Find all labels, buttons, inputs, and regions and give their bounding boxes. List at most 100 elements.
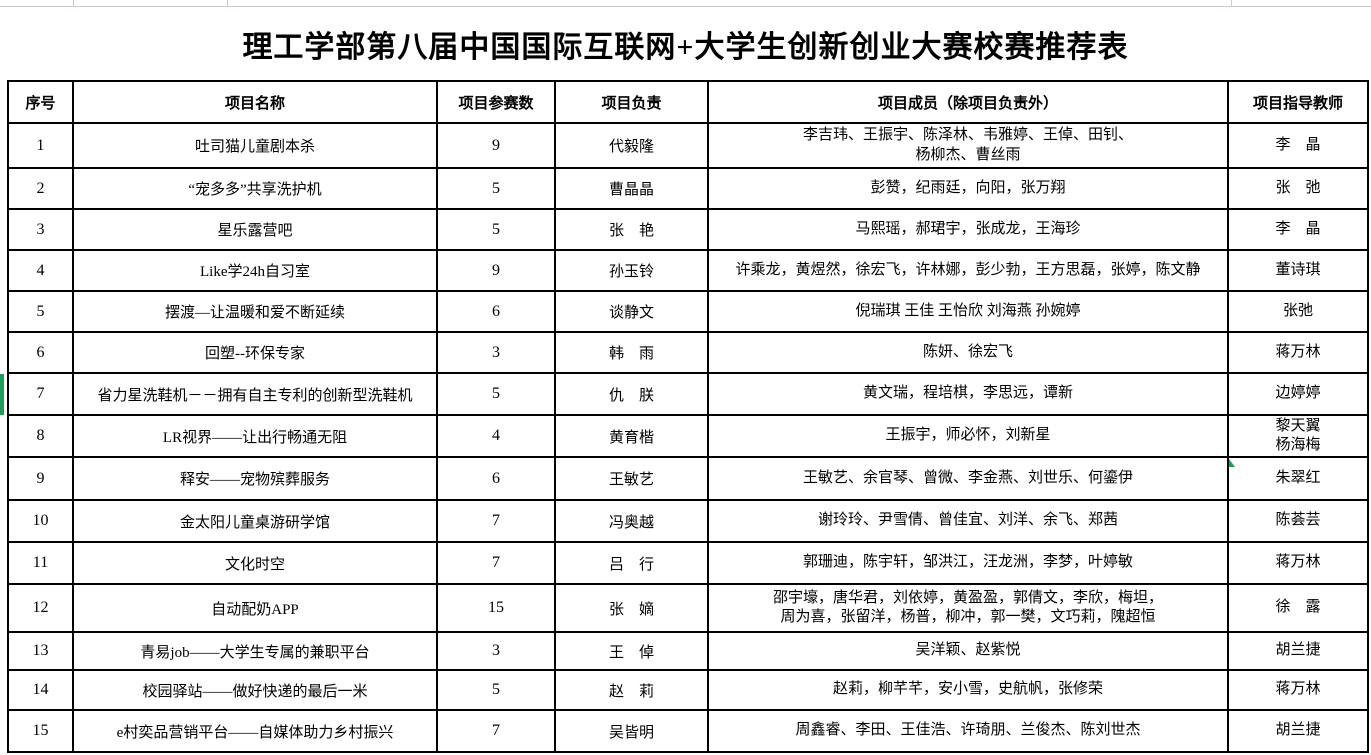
- cell-participant-count[interactable]: 7: [436, 499, 556, 543]
- table-row: 15 e村奕品营销平台——自媒体助力乡村振兴 7 吴皆明 周鑫睿、李田、王佳浩、…: [7, 709, 1369, 753]
- cell-project-name[interactable]: 文化时空: [72, 541, 438, 585]
- cell-project-name[interactable]: 校园驿站——做好快递的最后一米: [72, 669, 438, 711]
- cell-teacher[interactable]: 朱翠红: [1227, 456, 1369, 501]
- cell-no[interactable]: 10: [7, 499, 74, 543]
- cell-members[interactable]: 陈妍、徐宏飞: [707, 331, 1229, 374]
- cell-participant-count[interactable]: 9: [436, 249, 556, 292]
- cell-teacher[interactable]: 董诗琪: [1227, 249, 1369, 292]
- cell-members[interactable]: 倪瑞琪 王佳 王怡欣 刘海燕 孙婉婷: [707, 290, 1229, 333]
- cell-leader[interactable]: 谈静文: [554, 290, 709, 333]
- cell-leader[interactable]: 代毅隆: [554, 122, 709, 169]
- title-cell[interactable]: 理工学部第八届中国国际互联网+大学生创新创业大赛校赛推荐表: [0, 7, 1371, 80]
- cell-leader[interactable]: 王敏艺: [554, 456, 709, 501]
- cell-teacher[interactable]: 胡兰捷: [1227, 631, 1369, 671]
- cell-leader[interactable]: 吕 行: [554, 541, 709, 585]
- cell-project-name[interactable]: 释安——宠物殡葬服务: [72, 456, 438, 501]
- cell-project-name[interactable]: 吐司猫儿童剧本杀: [72, 122, 438, 169]
- cell-members[interactable]: 郭珊迪，陈宇轩，邹洪江，汪龙洲，李梦，叶婷敏: [707, 541, 1229, 585]
- cell-project-name[interactable]: “宠多多”共享洗护机: [72, 167, 438, 210]
- cell-teacher[interactable]: 蒋万林: [1227, 331, 1369, 374]
- cell-teacher[interactable]: 徐 露: [1227, 583, 1369, 633]
- cell-members[interactable]: 谢玲玲、尹雪倩、曾佳宜、刘洋、余飞、郑茜: [707, 499, 1229, 543]
- col-header-participant-count[interactable]: 项目参赛数: [436, 80, 556, 124]
- cell-teacher[interactable]: 胡兰捷: [1227, 709, 1369, 753]
- cell-leader[interactable]: 张 艳: [554, 208, 709, 251]
- cell-project-name[interactable]: 回塑--环保专家: [72, 331, 438, 374]
- cell-leader[interactable]: 仇 朕: [554, 372, 709, 416]
- cell-members[interactable]: 赵莉，柳芊芊，安小雪，史航帆，张修荣: [707, 669, 1229, 711]
- cell-no[interactable]: 3: [7, 208, 74, 251]
- cell-teacher[interactable]: 张 弛: [1227, 167, 1369, 210]
- header-row: 序号 项目名称 项目参赛数 项目负责 项目成员（除项目负责外） 项目指导教师: [7, 80, 1369, 124]
- cell-no[interactable]: 9: [7, 456, 74, 501]
- cell-project-name[interactable]: 星乐露营吧: [72, 208, 438, 251]
- cell-teacher[interactable]: 黎天翼 杨海梅: [1227, 414, 1369, 458]
- cell-no[interactable]: 2: [7, 167, 74, 210]
- cell-no[interactable]: 5: [7, 290, 74, 333]
- cell-participant-count[interactable]: 6: [436, 456, 556, 501]
- gridline-tick: [227, 0, 228, 6]
- cell-leader[interactable]: 王 倬: [554, 631, 709, 671]
- cell-members[interactable]: 马熙瑶，郝珺宇，张成龙，王海珍: [707, 208, 1229, 251]
- col-header-leader[interactable]: 项目负责: [554, 80, 709, 124]
- cell-participant-count[interactable]: 4: [436, 414, 556, 458]
- cell-members[interactable]: 王振宇，师必怀，刘新星: [707, 414, 1229, 458]
- cell-leader[interactable]: 张 嫡: [554, 583, 709, 633]
- cell-no[interactable]: 6: [7, 331, 74, 374]
- cell-members[interactable]: 彭赞，纪雨廷，向阳，张万翔: [707, 167, 1229, 210]
- cell-leader[interactable]: 孙玉铃: [554, 249, 709, 292]
- cell-project-name[interactable]: LR视界——让出行畅通无阻: [72, 414, 438, 458]
- cell-participant-count[interactable]: 7: [436, 709, 556, 753]
- cell-participant-count[interactable]: 3: [436, 631, 556, 671]
- cell-no[interactable]: 14: [7, 669, 74, 711]
- cell-teacher[interactable]: 边婷婷: [1227, 372, 1369, 416]
- cell-no[interactable]: 15: [7, 709, 74, 753]
- cell-members[interactable]: 许乘龙，黄煜然，徐宏飞，许林娜，彭少勃，王方思磊，张婷，陈文静: [707, 249, 1229, 292]
- cell-participant-count[interactable]: 6: [436, 290, 556, 333]
- col-header-members[interactable]: 项目成员（除项目负责外）: [707, 80, 1229, 124]
- cell-no[interactable]: 11: [7, 541, 74, 585]
- cell-teacher[interactable]: 蒋万林: [1227, 669, 1369, 711]
- cell-participant-count[interactable]: 9: [436, 122, 556, 169]
- cell-members[interactable]: 王敏艺、余官琴、曾微、李金燕、刘世乐、何鎏伊: [707, 456, 1229, 501]
- cell-no[interactable]: 4: [7, 249, 74, 292]
- cell-project-name[interactable]: 省力星洗鞋机－－拥有自主专利的创新型洗鞋机: [72, 372, 438, 416]
- cell-project-name[interactable]: Like学24h自习室: [72, 249, 438, 292]
- cell-members[interactable]: 邵宇壕，唐华君，刘依婷，黄盈盈，郭倩文，李欣，梅坦， 周为喜，张留洋，杨普，柳冲…: [707, 583, 1229, 633]
- cell-project-name[interactable]: 自动配奶APP: [72, 583, 438, 633]
- cell-teacher[interactable]: 李 晶: [1227, 208, 1369, 251]
- cell-teacher[interactable]: 蒋万林: [1227, 541, 1369, 585]
- cell-no[interactable]: 7: [7, 372, 74, 416]
- cell-participant-count[interactable]: 3: [436, 331, 556, 374]
- cell-no[interactable]: 12: [7, 583, 74, 633]
- cell-teacher[interactable]: 陈荟芸: [1227, 499, 1369, 543]
- cell-project-name[interactable]: 金太阳儿童桌游研学馆: [72, 499, 438, 543]
- cell-leader[interactable]: 吴皆明: [554, 709, 709, 753]
- cell-participant-count[interactable]: 5: [436, 372, 556, 416]
- cell-members[interactable]: 李吉玮、王振宇、陈泽林、韦雅婷、王倬、田钊、 杨柳杰、曹丝雨: [707, 122, 1229, 169]
- cell-leader[interactable]: 韩 雨: [554, 331, 709, 374]
- cell-members[interactable]: 吴洋颖、赵紫悦: [707, 631, 1229, 671]
- cell-participant-count[interactable]: 15: [436, 583, 556, 633]
- cell-participant-count[interactable]: 7: [436, 541, 556, 585]
- cell-participant-count[interactable]: 5: [436, 167, 556, 210]
- cell-no[interactable]: 1: [7, 122, 74, 169]
- cell-leader[interactable]: 黄育楷: [554, 414, 709, 458]
- cell-teacher[interactable]: 李 晶: [1227, 122, 1369, 169]
- cell-leader[interactable]: 赵 莉: [554, 669, 709, 711]
- cell-teacher[interactable]: 张弛: [1227, 290, 1369, 333]
- cell-members[interactable]: 周鑫睿、李田、王佳浩、许琦朋、兰俊杰、陈刘世杰: [707, 709, 1229, 753]
- cell-project-name[interactable]: e村奕品营销平台——自媒体助力乡村振兴: [72, 709, 438, 753]
- col-header-no[interactable]: 序号: [7, 80, 74, 124]
- cell-no[interactable]: 13: [7, 631, 74, 671]
- col-header-teacher[interactable]: 项目指导教师: [1227, 80, 1369, 124]
- cell-project-name[interactable]: 青易job——大学生专属的兼职平台: [72, 631, 438, 671]
- cell-participant-count[interactable]: 5: [436, 669, 556, 711]
- col-header-project-name[interactable]: 项目名称: [72, 80, 438, 124]
- cell-no[interactable]: 8: [7, 414, 74, 458]
- cell-leader[interactable]: 冯奥越: [554, 499, 709, 543]
- cell-leader[interactable]: 曹晶晶: [554, 167, 709, 210]
- cell-members[interactable]: 黄文瑞，程培棋，李思远，谭新: [707, 372, 1229, 416]
- cell-project-name[interactable]: 摆渡—让温暖和爱不断延续: [72, 290, 438, 333]
- cell-participant-count[interactable]: 5: [436, 208, 556, 251]
